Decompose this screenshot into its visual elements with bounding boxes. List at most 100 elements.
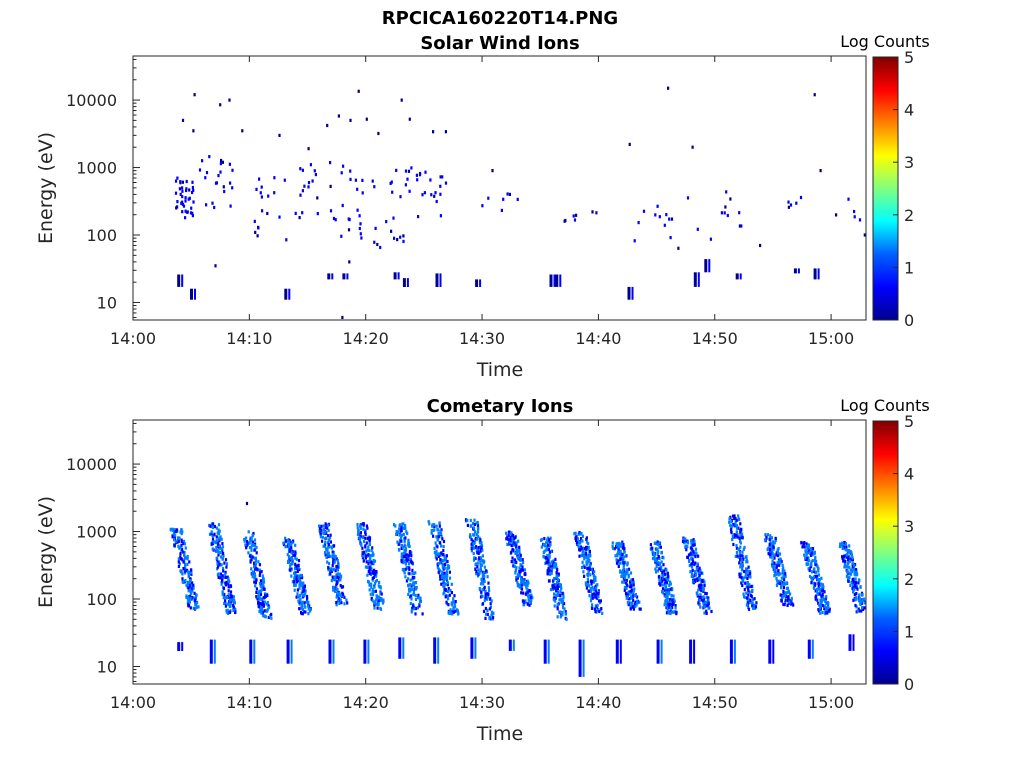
heatmap-cell bbox=[835, 213, 838, 217]
heatmap-cell bbox=[254, 574, 257, 578]
heatmap-cell bbox=[430, 531, 433, 535]
heatmap-cell bbox=[225, 596, 229, 600]
heatmap-cell bbox=[821, 592, 824, 597]
heatmap-cell bbox=[423, 191, 426, 195]
heatmap-cell bbox=[476, 547, 479, 551]
heatmap-cell bbox=[181, 189, 184, 193]
heatmap-cell bbox=[185, 187, 188, 191]
heatmap-cell bbox=[437, 570, 440, 574]
heatmap-cell bbox=[554, 557, 557, 561]
heatmap-cell bbox=[246, 540, 249, 544]
heatmap-cell bbox=[817, 566, 820, 570]
heatmap-cell bbox=[259, 601, 262, 606]
heatmap-cell bbox=[294, 562, 297, 566]
heatmap-cell bbox=[581, 539, 584, 543]
heatmap-cell bbox=[346, 273, 349, 280]
heatmap-cell bbox=[201, 159, 204, 163]
heatmap-cell bbox=[361, 191, 364, 195]
heatmap-cell bbox=[669, 597, 673, 601]
heatmap-cell bbox=[770, 555, 773, 559]
heatmap-cell bbox=[332, 544, 336, 548]
heatmap-cell bbox=[447, 587, 450, 591]
heatmap-cell bbox=[185, 594, 188, 598]
heatmap-cell bbox=[370, 585, 373, 589]
heatmap-cell bbox=[224, 604, 227, 608]
heatmap-cell bbox=[402, 545, 405, 549]
heatmap-cell bbox=[587, 571, 590, 575]
heatmap-cell bbox=[506, 192, 509, 196]
heatmap-cell bbox=[441, 563, 444, 567]
heatmap-cell bbox=[735, 546, 738, 550]
heatmap-cell bbox=[301, 581, 304, 585]
heatmap-cell bbox=[847, 561, 850, 565]
heatmap-cell bbox=[739, 273, 742, 280]
heatmap-cell bbox=[691, 557, 694, 561]
heatmap-cell bbox=[784, 600, 787, 605]
heatmap-cell bbox=[267, 606, 271, 610]
heatmap-cell bbox=[300, 591, 303, 595]
colorbar-tick-label: 4 bbox=[904, 465, 914, 484]
heatmap-cell bbox=[663, 603, 666, 607]
heatmap-cell bbox=[662, 563, 665, 567]
heatmap-cell bbox=[776, 551, 780, 555]
heatmap-cell bbox=[628, 592, 631, 596]
heatmap-cell bbox=[479, 549, 482, 553]
heatmap-cell bbox=[398, 527, 401, 531]
heatmap-cell bbox=[619, 555, 622, 559]
heatmap-cell bbox=[820, 586, 824, 590]
heatmap-cell bbox=[588, 594, 591, 598]
heatmap-cell bbox=[849, 559, 852, 563]
y-tick-label: 100 bbox=[86, 590, 117, 609]
heatmap-cell bbox=[480, 563, 483, 567]
heatmap-cell bbox=[270, 612, 273, 616]
heatmap-cell bbox=[502, 197, 505, 201]
heatmap-cell bbox=[544, 561, 547, 565]
heatmap-cell bbox=[704, 603, 707, 607]
heatmap-cell bbox=[282, 541, 285, 545]
heatmap-cell bbox=[705, 611, 708, 615]
heatmap-cell bbox=[780, 599, 783, 603]
heatmap-cell bbox=[755, 601, 758, 605]
heatmap-cell bbox=[444, 130, 447, 134]
heatmap-cell bbox=[330, 546, 334, 550]
heatmap-cell bbox=[702, 597, 706, 601]
cometary-ions-panel: Cometary Ions 14:00 14:10 14:20 14:30 14:40 1… bbox=[35, 396, 930, 745]
heatmap-cell bbox=[741, 583, 744, 588]
heatmap-cell bbox=[446, 581, 449, 585]
heatmap-cell bbox=[814, 597, 817, 601]
heatmap-cell bbox=[445, 575, 448, 579]
heatmap-cell bbox=[419, 171, 422, 176]
heatmap-cell bbox=[370, 561, 373, 565]
x-tick-label: 14:20 bbox=[343, 329, 389, 348]
heatmap-cell bbox=[564, 610, 567, 614]
heatmap-cell bbox=[704, 591, 707, 595]
heatmap-cell bbox=[849, 572, 853, 576]
heatmap-cell bbox=[364, 532, 367, 536]
heatmap-cell bbox=[582, 639, 585, 677]
heatmap-cell bbox=[660, 565, 663, 569]
heatmap-cell bbox=[296, 588, 299, 592]
heatmap-cell bbox=[735, 533, 738, 538]
heatmap-cell bbox=[490, 599, 493, 603]
heatmap-cell bbox=[404, 559, 407, 563]
heatmap-cell bbox=[631, 286, 634, 300]
heatmap-cell bbox=[576, 537, 579, 541]
heatmap-cell bbox=[513, 565, 516, 569]
heatmap-cell bbox=[782, 591, 785, 595]
heatmap-cell bbox=[573, 218, 577, 222]
heatmap-cell bbox=[441, 574, 444, 578]
heatmap-cell bbox=[668, 583, 671, 587]
heatmap-cell bbox=[452, 597, 455, 601]
heatmap-cell bbox=[736, 535, 739, 539]
heatmap-cell bbox=[617, 546, 620, 550]
heatmap-cell bbox=[368, 568, 371, 573]
heatmap-cell bbox=[655, 565, 658, 569]
heatmap-cell bbox=[628, 142, 631, 146]
heatmap-cell bbox=[691, 559, 695, 564]
heatmap-cell bbox=[732, 514, 735, 518]
heatmap-cell bbox=[813, 569, 816, 573]
heatmap-cell bbox=[702, 595, 705, 599]
heatmap-cell bbox=[511, 556, 514, 560]
